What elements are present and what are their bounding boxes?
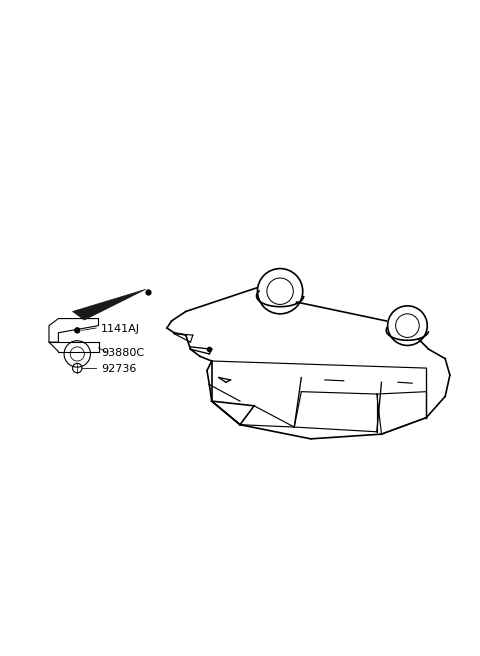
Text: 93880C: 93880C (101, 348, 144, 358)
Circle shape (74, 327, 80, 333)
Polygon shape (72, 289, 145, 320)
Text: 92736: 92736 (101, 364, 136, 374)
Text: 1141AJ: 1141AJ (101, 325, 140, 335)
